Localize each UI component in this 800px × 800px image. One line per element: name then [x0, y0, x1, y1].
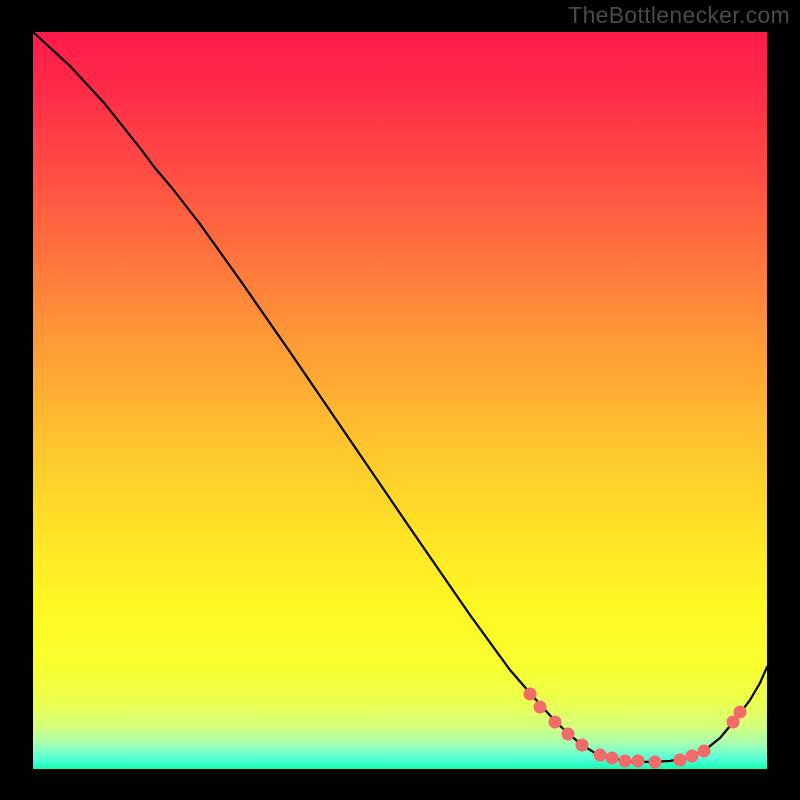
marker-point — [649, 756, 662, 769]
marker-point — [524, 688, 537, 701]
marker-point — [576, 739, 589, 752]
marker-point — [619, 755, 632, 768]
marker-point — [698, 745, 711, 758]
marker-point — [734, 706, 747, 719]
bottleneck-chart — [0, 0, 800, 800]
marker-point — [606, 752, 619, 765]
marker-point — [534, 701, 547, 714]
marker-point — [562, 728, 575, 741]
marker-point — [594, 749, 607, 762]
chart-frame: TheBottlenecker.com — [0, 0, 800, 800]
marker-point — [549, 716, 562, 729]
marker-point — [686, 750, 699, 763]
marker-point — [632, 755, 645, 768]
gradient-background — [33, 32, 767, 769]
marker-point — [674, 754, 687, 767]
